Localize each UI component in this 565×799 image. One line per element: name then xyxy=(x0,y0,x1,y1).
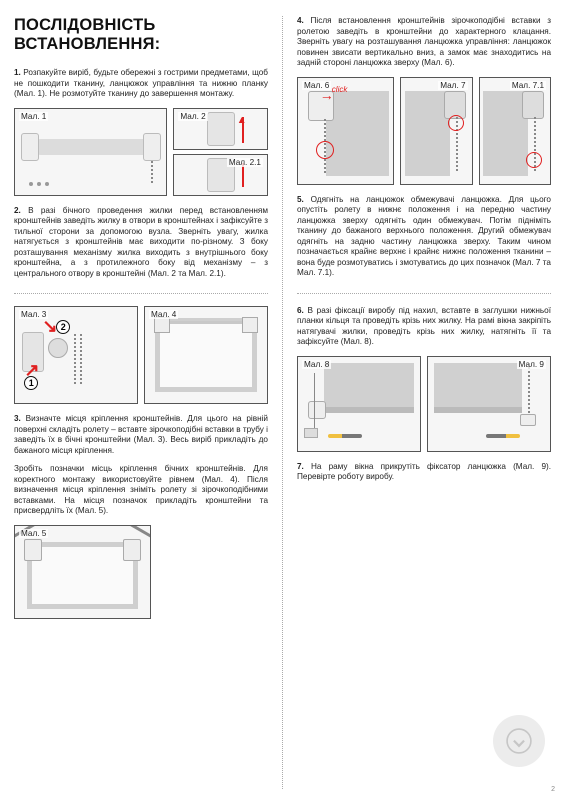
step-6: 6. В разі фіксації виробу під нахил, вст… xyxy=(297,306,551,348)
step-4-num: 4. xyxy=(297,16,304,25)
figure-3: Мал. 3 ↘ ↗ 2 1 xyxy=(14,306,138,404)
divider-h-2 xyxy=(297,293,551,294)
step-4: 4. Після встановлення кронштейнів зірочк… xyxy=(297,16,551,69)
step-2-num: 2. xyxy=(14,206,21,215)
fig5-label: Мал. 5 xyxy=(19,529,48,538)
fig4-label: Мал. 4 xyxy=(149,310,178,319)
figure-9: Мал. 9 xyxy=(427,356,551,452)
right-column: 4. Після встановлення кронштейнів зірочк… xyxy=(297,16,551,789)
step-2: 2. В разі бічного проведення жилки перед… xyxy=(14,206,268,280)
step-5-text: Одягніть на ланцюжок обмежувачі ланцюжка… xyxy=(297,195,551,278)
fig-row-2: Мал. 3 ↘ ↗ 2 1 Мал. 4 xyxy=(14,306,268,404)
figure-2: Мал. 2 ▲ xyxy=(173,108,268,150)
figure-6: Мал. 6 → click xyxy=(297,77,394,185)
fig1-label: Мал. 1 xyxy=(19,112,48,121)
figure-7: Мал. 7 xyxy=(400,77,472,185)
divider-vertical xyxy=(282,16,283,789)
fig-row-3: Мал. 5 xyxy=(14,525,268,619)
step-3a-text: Визначте місця кріплення кронштейнів. Дл… xyxy=(14,414,268,455)
step-6-num: 6. xyxy=(297,306,304,315)
figure-8: Мал. 8 xyxy=(297,356,421,452)
step-3-num: 3. xyxy=(14,414,21,423)
step-5-num: 5. xyxy=(297,195,304,204)
divider-h-1 xyxy=(14,293,268,294)
fig71-label: Мал. 7.1 xyxy=(510,81,546,90)
fig-row-1: Мал. 1 Мал. 2 ▲ xyxy=(14,108,268,196)
step-7: 7. На раму вікна прикрутіть фіксатор лан… xyxy=(297,462,551,483)
fig21-label: Мал. 2.1 xyxy=(227,158,263,167)
step-2-text: В разі бічного проведення жилки перед вс… xyxy=(14,206,268,278)
fig7-label: Мал. 7 xyxy=(438,81,467,90)
fig3-label: Мал. 3 xyxy=(19,310,48,319)
step-1: 1. Розпакуйте виріб, будьте обережні з г… xyxy=(14,68,268,100)
fig6-label: Мал. 6 xyxy=(302,81,331,90)
step-3b: Зробіть позначки місць кріплення бічних … xyxy=(14,464,268,517)
click-label: click xyxy=(332,85,348,94)
left-column: ПОСЛІДОВНІСТЬ ВСТАНОВЛЕННЯ: 1. Розпакуйт… xyxy=(14,16,268,789)
step-6-text: В разі фіксації виробу під нахил, вставт… xyxy=(297,306,551,347)
figure-7-1: Мал. 7.1 xyxy=(479,77,551,185)
fig-row-4: Мал. 6 → click Мал. 7 xyxy=(297,77,551,185)
page-number: 2 xyxy=(551,786,555,793)
fig8-label: Мал. 8 xyxy=(302,360,331,369)
step-7-num: 7. xyxy=(297,462,304,471)
fig2-label: Мал. 2 xyxy=(178,112,207,121)
fig-row-5: Мал. 8 Мал. 9 xyxy=(297,356,551,452)
step-1-num: 1. xyxy=(14,68,21,77)
figure-5: Мал. 5 xyxy=(14,525,151,619)
fig9-label: Мал. 9 xyxy=(517,360,546,369)
step-1-text: Розпакуйте виріб, будьте обережні з гост… xyxy=(14,68,268,98)
step-5: 5. Одягніть на ланцюжок обмежувачі ланцю… xyxy=(297,195,551,279)
page-title: ПОСЛІДОВНІСТЬ ВСТАНОВЛЕННЯ: xyxy=(14,16,268,54)
step-3a: 3. Визначте місця кріплення кронштейнів.… xyxy=(14,414,268,456)
figure-4: Мал. 4 xyxy=(144,306,268,404)
step-4-text: Після встановлення кронштейнів зірочкопо… xyxy=(297,16,551,67)
figure-2-1: Мал. 2.1 xyxy=(173,154,268,196)
watermark-icon xyxy=(493,715,545,767)
step-7-text: На раму вікна прикрутіть фіксатор ланцюж… xyxy=(297,462,551,482)
figure-1: Мал. 1 xyxy=(14,108,167,196)
